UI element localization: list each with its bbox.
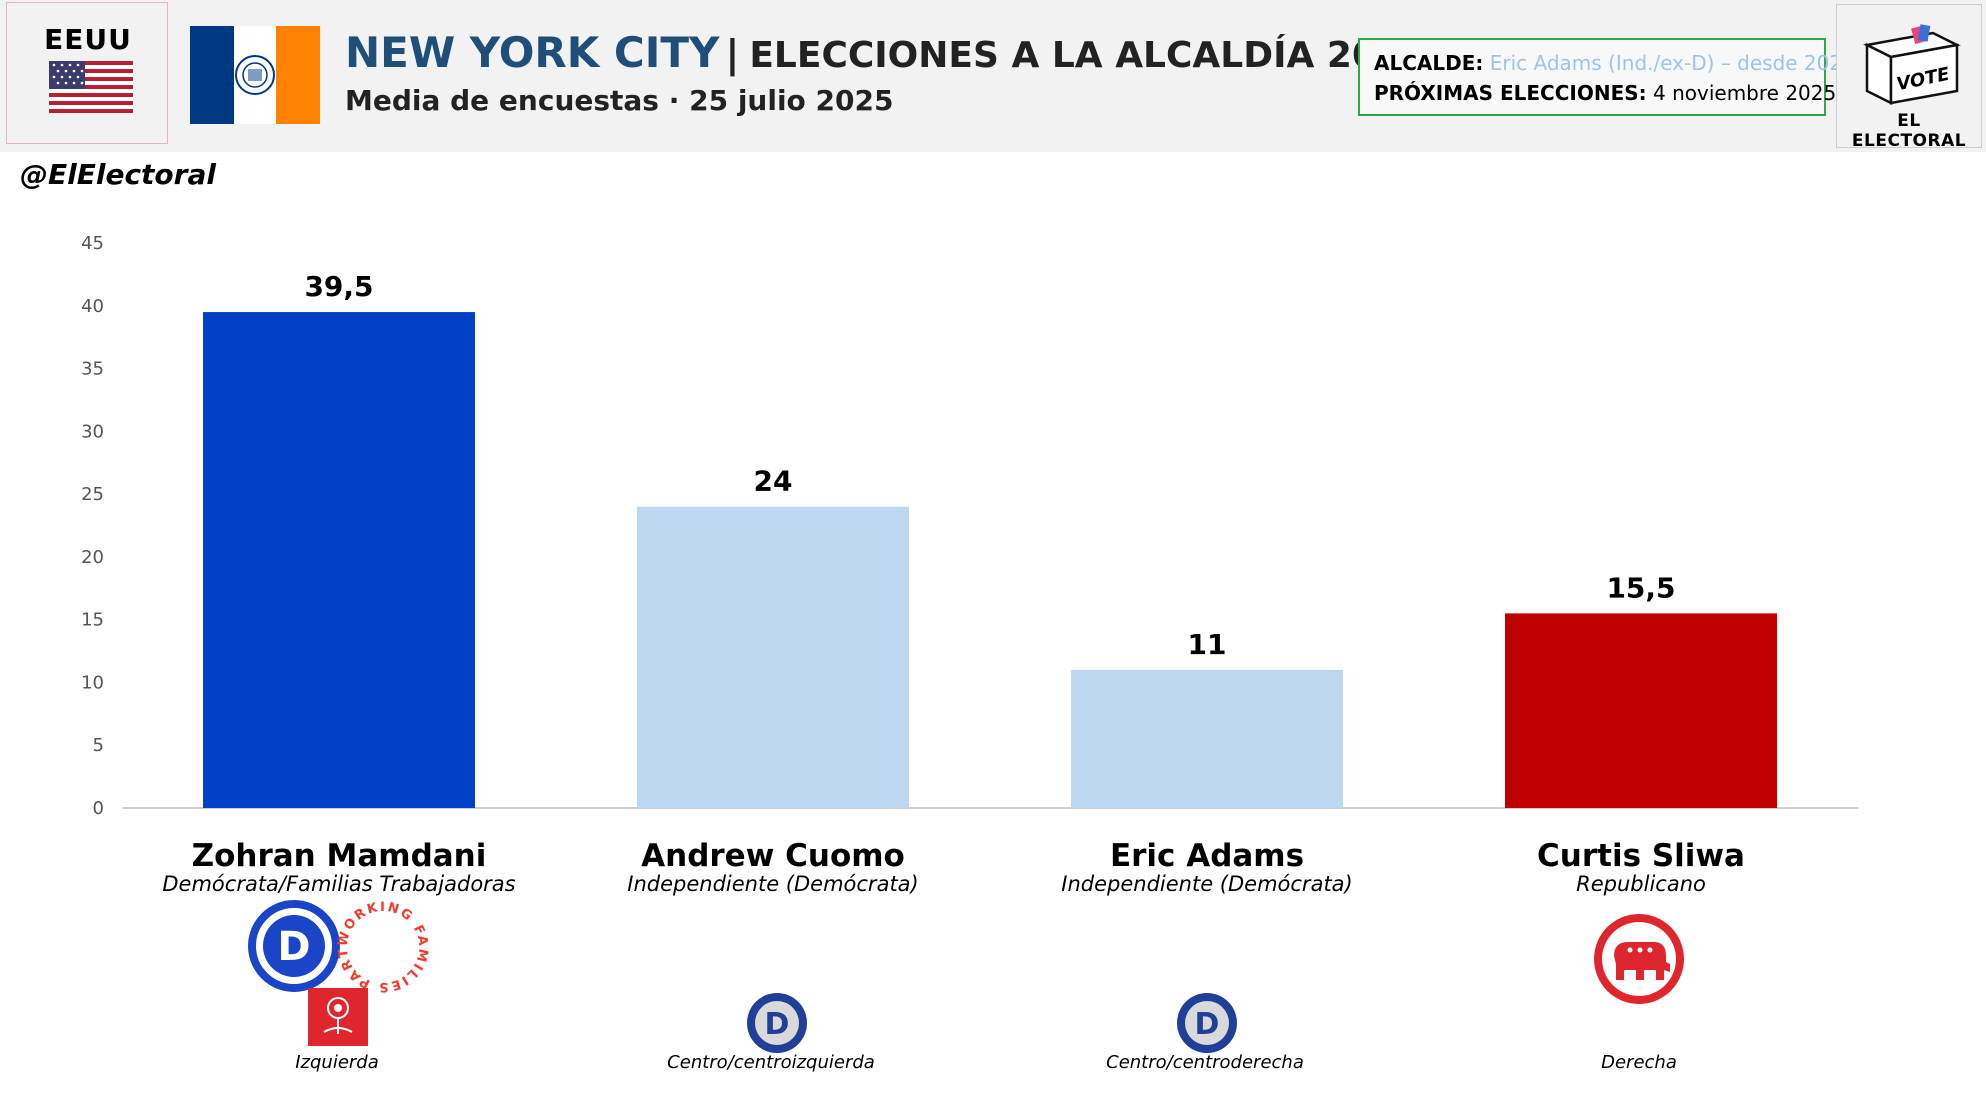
next-election-value: 4 noviembre 2025: [1653, 81, 1837, 105]
svg-text:WORKING FAMILIES PARTY: WORKING FAMILIES PARTY: [336, 900, 430, 994]
us-flag-icon: [49, 61, 133, 113]
candidate-name-adams: Eric Adams: [1110, 838, 1304, 874]
data-label-sliwa: 15,5: [1606, 571, 1675, 604]
country-label: EEUU: [44, 23, 132, 56]
svg-text:D: D: [277, 924, 310, 970]
chart-subtitle: Media de encuestas · 25 julio 2025: [345, 84, 894, 117]
working-families-party-icon: WORKING FAMILIES PARTY: [336, 900, 430, 994]
svg-text:D: D: [1195, 1007, 1220, 1042]
mayor-key: ALCALDE:: [1374, 51, 1484, 75]
democratic-party-icon: D: [248, 900, 340, 992]
candidate-party-cuomo: Independiente (Demócrata): [627, 872, 918, 896]
svg-text:D: D: [765, 1007, 790, 1042]
y-tick-label: 25: [81, 484, 104, 505]
republican-party-icon: [1594, 914, 1684, 1004]
candidate-name-cuomo: Andrew Cuomo: [641, 838, 905, 874]
dsa-rose-icon: [308, 988, 368, 1046]
mayor-value: Eric Adams (Ind./ex-D) – desde 2022: [1489, 51, 1855, 75]
country-badge: EEUU: [6, 2, 168, 144]
next-election-key: PRÓXIMAS ELECCIONES:: [1374, 81, 1647, 105]
next-election-line: PRÓXIMAS ELECCIONES: 4 noviembre 2025: [1374, 78, 1836, 108]
candidate-party-mamdani: Demócrata/Familias Trabajadoras: [162, 872, 515, 896]
election-info-box: ALCALDE: Eric Adams (Ind./ex-D) – desde …: [1358, 38, 1855, 116]
ideology-label-mamdani: Izquierda: [295, 1052, 379, 1073]
y-tick-label: 20: [81, 547, 104, 568]
data-label-mamdani: 39,5: [304, 270, 373, 303]
ballot-box-icon: VOTE: [1863, 24, 1961, 106]
candidate-party-adams: Independiente (Demócrata): [1061, 872, 1352, 896]
democratic-party-icon-cuomo: D: [747, 993, 807, 1053]
y-tick-label: 35: [81, 359, 104, 380]
candidate-name-mamdani: Zohran Mamdani: [192, 838, 487, 874]
ideology-label-adams: Centro/centroderecha: [1106, 1052, 1304, 1073]
y-tick-label: 15: [81, 610, 104, 631]
el-electoral-logo: VOTE EL ELECTORAL: [1836, 4, 1982, 151]
y-tick-label: 5: [93, 735, 104, 756]
y-tick-label: 10: [81, 672, 104, 693]
bar-mamdani: [203, 312, 475, 808]
mayor-line: ALCALDE: Eric Adams (Ind./ex-D) – desde …: [1374, 48, 1855, 78]
nyc-flag-icon: [190, 26, 320, 124]
title-main: ELECCIONES A LA ALCALDÍA 2025: [749, 35, 1428, 76]
title-separator: |: [725, 32, 740, 76]
ideology-label-cuomo: Centro/centroizquierda: [667, 1052, 875, 1073]
data-label-adams: 11: [1188, 628, 1227, 661]
bar-cuomo: [637, 506, 909, 808]
y-tick-label: 40: [81, 296, 104, 317]
bar-sliwa: [1505, 613, 1777, 808]
candidate-party-sliwa: Republicano: [1576, 872, 1706, 896]
social-handle: @ElElectoral: [20, 158, 216, 191]
candidate-name-sliwa: Curtis Sliwa: [1537, 838, 1745, 874]
democratic-party-icon-adams: D: [1177, 993, 1237, 1053]
chart-title: NEW YORK CITY | ELECCIONES A LA ALCALDÍA 2…: [345, 28, 1427, 77]
y-tick-label: 45: [81, 233, 104, 254]
title-city: NEW YORK CITY: [345, 28, 720, 77]
data-label-cuomo: 24: [754, 465, 793, 498]
el-electoral-text: EL ELECTORAL: [1851, 111, 1967, 151]
y-tick-label: 30: [81, 421, 104, 442]
ideology-label-sliwa: Derecha: [1601, 1052, 1677, 1073]
bar-adams: [1071, 669, 1343, 808]
y-tick-label: 0: [93, 798, 104, 819]
